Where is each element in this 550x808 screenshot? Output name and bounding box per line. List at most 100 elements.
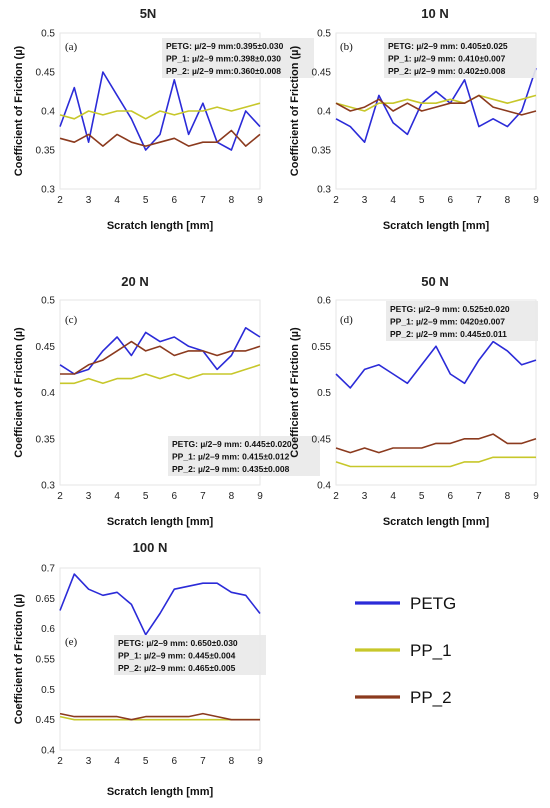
y-tick-label: 0.5 (317, 29, 331, 40)
x-tick-label: 9 (257, 195, 263, 206)
y-tick-label: 0.45 (36, 342, 56, 353)
panel-letter: (c) (65, 314, 78, 326)
x-tick-label: 2 (57, 756, 63, 767)
y-axis-label: Coefficient of Friction (µ) (289, 45, 301, 176)
x-axis-label: Scratch length [mm] (107, 516, 214, 528)
y-tick-label: 0.4 (317, 107, 331, 118)
legend-label: PP_1 (410, 641, 452, 660)
x-axis-label: Scratch length [mm] (383, 516, 490, 528)
panel-letter: (b) (340, 41, 353, 53)
stats-box (162, 38, 314, 78)
series-line-pp_2 (60, 340, 261, 375)
x-tick-label: 7 (200, 756, 206, 767)
x-tick-label: 7 (476, 491, 482, 502)
y-tick-label: 0.5 (41, 296, 55, 307)
x-tick-label: 7 (476, 195, 482, 206)
y-tick-label: 0.4 (41, 746, 55, 757)
stats-line: PP_1: µ/2–9 mm: 0.415±0.012 (172, 452, 290, 462)
y-tick-label: 0.6 (41, 624, 55, 635)
x-tick-label: 4 (114, 491, 120, 502)
x-axis-label: Scratch length [mm] (383, 220, 490, 232)
y-axis-label: Coefficient of Friction (µ) (289, 327, 301, 458)
x-tick-label: 5 (419, 491, 425, 502)
y-tick-label: 0.3 (41, 185, 55, 196)
y-tick-label: 0.35 (36, 146, 56, 157)
x-tick-label: 5 (419, 195, 425, 206)
y-tick-label: 0.45 (312, 68, 332, 79)
x-tick-label: 8 (505, 491, 511, 502)
x-axis-label: Scratch length [mm] (107, 220, 214, 232)
x-tick-label: 6 (172, 195, 178, 206)
series-line-pp_2 (59, 712, 260, 721)
chart-title: 100 N (133, 540, 168, 555)
y-tick-label: 0.3 (41, 481, 55, 492)
x-tick-label: 2 (333, 195, 339, 206)
chart-panel-4: 50 N 0.4 0.45 0.5 0.55 0.6 2 3 4 5 6 7 8 9 Scratch len… (289, 274, 539, 528)
stats-line: PETG: µ/2–9 mm: 0.445±0.020 (172, 439, 292, 449)
x-tick-label: 3 (86, 491, 92, 502)
stats-line: PETG: µ/2–9 mm:0.395±0.030 (166, 41, 284, 51)
series-line-pp_1 (59, 102, 261, 120)
y-tick-label: 0.4 (41, 388, 55, 399)
x-tick-label: 7 (200, 195, 206, 206)
legend-label: PETG (410, 594, 456, 613)
x-tick-label: 8 (229, 491, 235, 502)
series-line-pp_1 (335, 456, 536, 468)
x-tick-label: 2 (57, 195, 63, 206)
chart-title: 20 N (121, 274, 148, 289)
x-tick-label: 6 (448, 491, 454, 502)
chart-title: 50 N (421, 274, 448, 289)
stats-line: PP_2: µ/2–9 mm: 0.435±0.008 (172, 464, 290, 474)
x-tick-label: 3 (86, 195, 92, 206)
stats-box (168, 436, 320, 476)
y-tick-label: 0.35 (312, 146, 332, 157)
series-line-petg (335, 67, 537, 143)
stats-line: PP_1: µ/2–9 mm:0.398±0.030 (166, 54, 281, 64)
stats-line: PP_1: µ/2–9 mm: 0.445±0.004 (118, 651, 236, 661)
x-tick-label: 8 (505, 195, 511, 206)
stats-box (384, 38, 536, 78)
series-line-pp_2 (335, 433, 537, 454)
stats-line: PP_1: µ/2–9 mm: 0420±0.007 (390, 317, 505, 327)
x-tick-label: 2 (333, 491, 339, 502)
y-axis-label: Coefficient of Friction (µ) (13, 327, 25, 458)
y-axis-label: Coefficient of Friction (µ) (13, 45, 25, 176)
x-tick-label: 5 (143, 756, 149, 767)
x-tick-label: 4 (390, 195, 396, 206)
series-line-pp_2 (335, 94, 537, 116)
x-tick-label: 4 (114, 195, 120, 206)
chart-panel-5: 100 N 0.4 0.45 0.5 0.55 0.6 0.65 0.7 2 3 4 5 6 7 8 9 Scr… (13, 540, 266, 798)
series-line-petg (59, 573, 261, 636)
x-tick-label: 7 (200, 491, 206, 502)
x-tick-label: 5 (143, 491, 149, 502)
x-tick-label: 4 (114, 756, 120, 767)
x-tick-label: 9 (533, 491, 539, 502)
stats-box (114, 635, 266, 675)
x-tick-label: 9 (257, 491, 263, 502)
x-tick-label: 6 (172, 756, 178, 767)
chart-panel-1: 5N 0.3 0.35 0.4 0.45 0.5 2 3 4 5 6 7 8 9 Scratch lengt… (13, 6, 314, 232)
y-tick-label: 0.45 (36, 68, 56, 79)
chart-panel-3: 20 N 0.3 0.35 0.4 0.45 0.5 2 3 4 5 6 7 8 9 Scratch len… (13, 274, 320, 528)
series-line-pp_2 (59, 129, 261, 147)
y-tick-label: 0.5 (317, 388, 331, 399)
panel-letter: (e) (65, 636, 78, 648)
stats-line: PETG: µ/2–9 mm: 0.525±0.020 (390, 304, 510, 314)
y-tick-label: 0.5 (41, 29, 55, 40)
stats-line: PP_1: µ/2–9 mm: 0.410±0.007 (388, 54, 506, 64)
y-tick-label: 0.6 (317, 296, 331, 307)
series-line-pp_1 (60, 364, 261, 385)
stats-line: PP_2: µ/2–9 mm: 0.402±0.008 (388, 66, 506, 76)
y-tick-label: 0.45 (312, 434, 332, 445)
stats-line: PETG: µ/2–9 mm: 0.650±0.030 (118, 638, 238, 648)
series-line-petg (335, 340, 537, 389)
x-tick-label: 6 (448, 195, 454, 206)
x-tick-label: 5 (143, 195, 149, 206)
legend: PETG PP_1 PP_2 (355, 594, 456, 707)
chart-title: 5N (140, 6, 157, 21)
x-tick-label: 2 (57, 491, 63, 502)
series-line-petg (59, 71, 261, 151)
y-tick-label: 0.4 (317, 481, 331, 492)
panel-letter: (d) (340, 314, 353, 326)
y-tick-label: 0.35 (36, 434, 56, 445)
